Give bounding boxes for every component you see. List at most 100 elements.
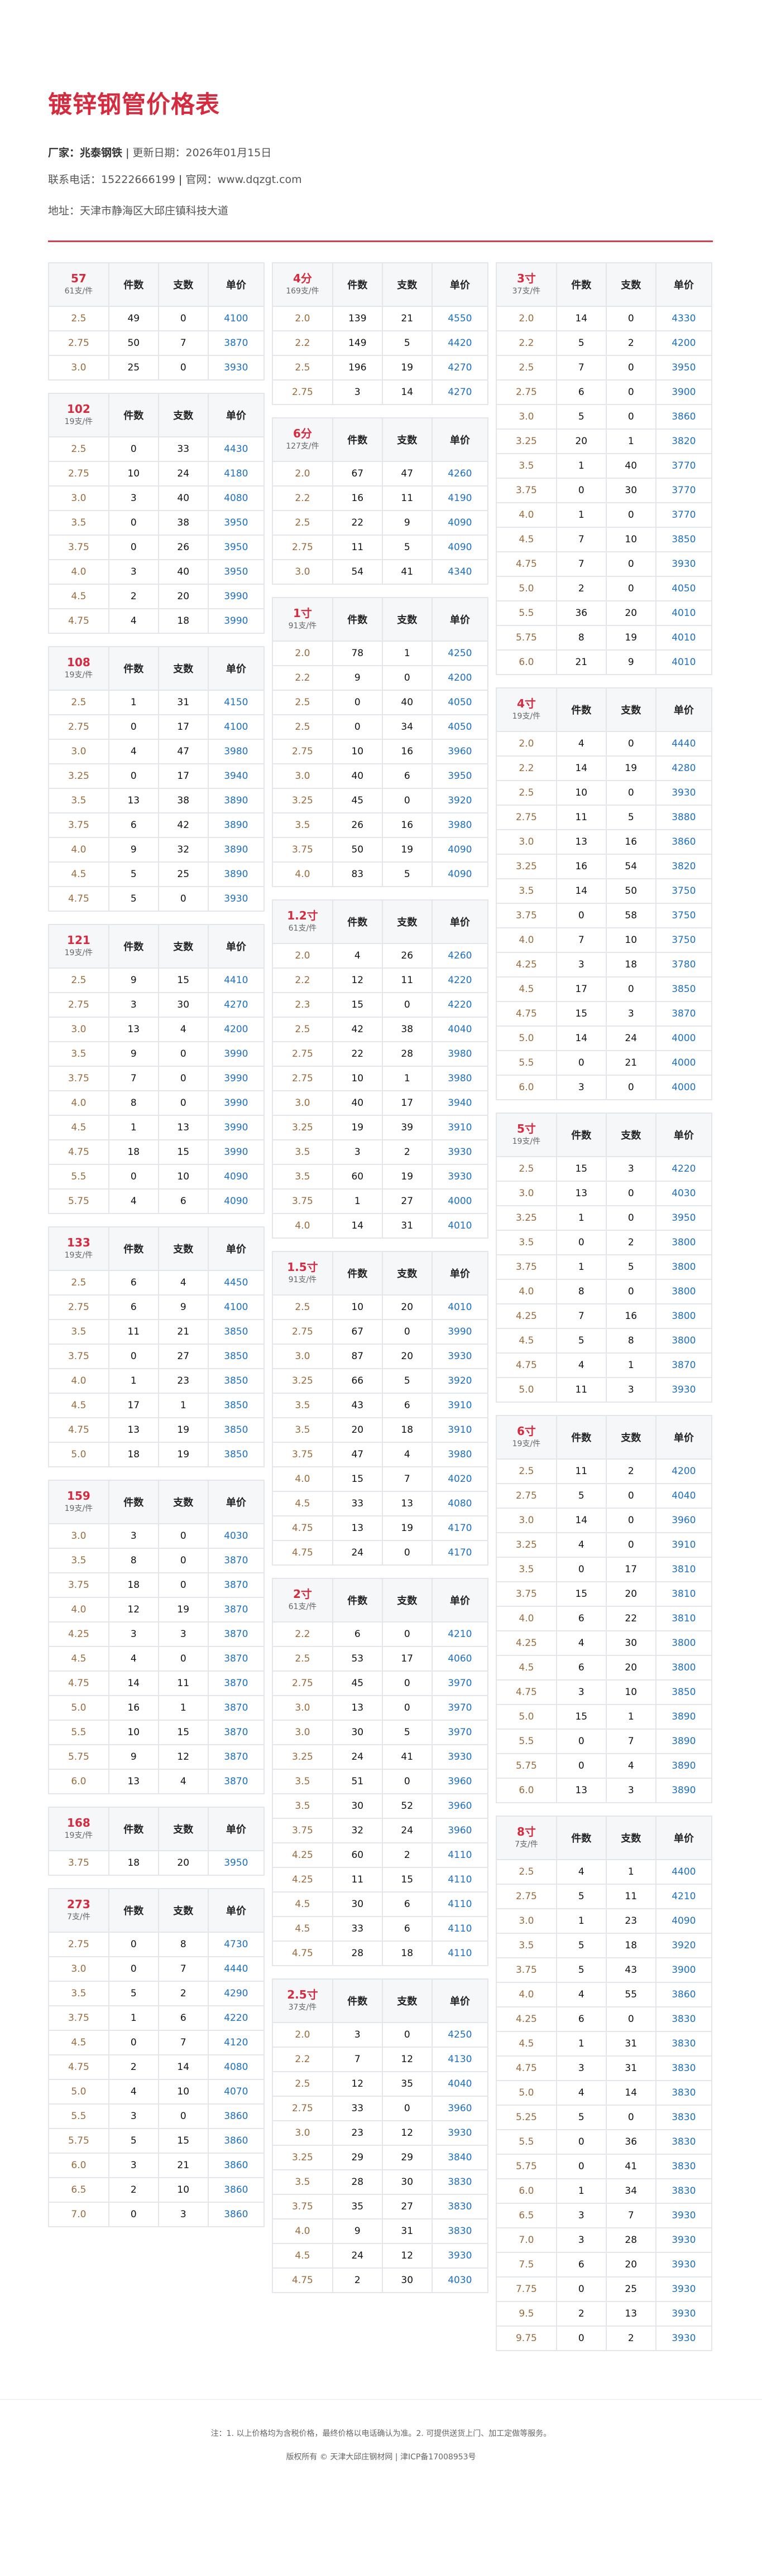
price-cell: 4090: [656, 1909, 711, 1933]
website-link[interactable]: www.dqzgt.com: [217, 174, 302, 186]
sticks-cell: 41: [382, 560, 432, 584]
pieces-cell: 11: [333, 536, 382, 559]
sticks-cell: 17: [382, 1091, 432, 1115]
table-row: 5.75 8 19 4010: [497, 626, 711, 649]
table-header-row: 168 19支/件 件数 支数 单价: [49, 1808, 263, 1850]
pieces-cell: 7: [109, 1067, 158, 1090]
table-row: 3.75 1 6 4220: [49, 2006, 263, 2030]
sticks-per-bundle: 61支/件: [288, 1602, 317, 1611]
table-row: 4.0 1 23 3850: [49, 1369, 263, 1393]
pieces-cell: 16: [557, 855, 606, 878]
table-row: 3.75 18 0 3870: [49, 1573, 263, 1597]
sticks-cell: 28: [606, 2228, 655, 2252]
table-row: 2.0 4 0 4440: [497, 732, 711, 755]
price-cell: 3920: [432, 1369, 487, 1393]
price-column-header: 单价: [656, 1416, 711, 1458]
thickness-cell: 3.5: [273, 1418, 332, 1442]
thickness-cell: 5.75: [497, 2155, 556, 2178]
sticks-cell: 40: [382, 691, 432, 714]
price-cell: 4270: [208, 993, 263, 1017]
thickness-cell: 3.0: [49, 487, 108, 510]
price-cell: 4270: [432, 356, 487, 379]
price-cell: 4060: [432, 1647, 487, 1670]
price-cell: 3850: [656, 528, 711, 551]
sticks-cell: 25: [606, 2278, 655, 2301]
price-cell: 3870: [656, 1002, 711, 1025]
table-row: 4.75 2 14 4080: [49, 2055, 263, 2079]
table-row: 2.75 3 30 4270: [49, 993, 263, 1017]
price-table: 121 19支/件 件数 支数 单价 2.5 9 15 4410 2.75 3 30 4270…: [48, 924, 265, 1214]
sticks-cell: 2: [606, 2327, 655, 2350]
pieces-cell: 6: [557, 2253, 606, 2276]
thickness-cell: 3.75: [273, 1190, 332, 1213]
pieces-cell: 13: [557, 1779, 606, 1802]
pieces-cell: 0: [557, 1558, 606, 1581]
thickness-cell: 6.0: [49, 2154, 108, 2177]
pieces-cell: 10: [557, 781, 606, 805]
price-cell: 4050: [432, 715, 487, 739]
thickness-cell: 3.5: [497, 879, 556, 903]
table-row: 2.0 139 21 4550: [273, 307, 487, 330]
thickness-cell: 3.5: [49, 511, 108, 535]
pieces-cell: 14: [109, 1672, 158, 1695]
table-row: 2.75 11 5 4090: [273, 536, 487, 559]
pieces-column-header: 件数: [109, 1808, 158, 1850]
sticks-cell: 0: [159, 1524, 208, 1548]
table-row: 4.75 4 18 3990: [49, 609, 263, 633]
price-cell: 3930: [656, 2327, 711, 2350]
table-row: 4.25 7 16 3800: [497, 1304, 711, 1328]
sticks-cell: 7: [606, 2204, 655, 2227]
sticks-column-header: 支数: [382, 263, 432, 306]
pieces-cell: 5: [557, 2106, 606, 2129]
thickness-cell: 5.0: [497, 1705, 556, 1728]
pieces-cell: 18: [109, 1573, 158, 1597]
price-cell: 3940: [208, 764, 263, 788]
price-cell: 3930: [656, 781, 711, 805]
sticks-cell: 12: [382, 2121, 432, 2145]
price-table: 102 19支/件 件数 支数 单价 2.5 0 33 4430 2.75 10 24 418…: [48, 393, 265, 634]
address-value: 天津市静海区大邱庄镇科技大道: [80, 205, 229, 217]
price-cell: 4250: [432, 2023, 487, 2047]
thickness-cell: 2.5: [497, 781, 556, 805]
table-row: 6.0 13 4 3870: [49, 1770, 263, 1793]
thickness-cell: 2.5: [497, 1460, 556, 1483]
price-column-header: 单价: [432, 901, 487, 943]
pieces-column-header: 件数: [109, 647, 158, 690]
spec-size: 1.5寸: [287, 1260, 318, 1274]
price-cell: 4110: [432, 1868, 487, 1891]
pieces-column-header: 件数: [333, 418, 382, 461]
sticks-cell: 17: [606, 1558, 655, 1581]
price-cell: 3860: [656, 1983, 711, 2006]
spec-size: 159: [67, 1489, 90, 1503]
sticks-per-bundle: 37支/件: [288, 2003, 317, 2012]
thickness-cell: 6.0: [497, 1779, 556, 1802]
table-row: 4.5 30 6 4110: [273, 1893, 487, 1916]
price-cell: 4050: [432, 691, 487, 714]
sticks-cell: 0: [382, 2097, 432, 2120]
price-cell: 4440: [656, 732, 711, 755]
thickness-cell: 3.5: [497, 1934, 556, 1957]
pieces-cell: 5: [557, 1329, 606, 1352]
pieces-cell: 0: [109, 715, 158, 739]
price-cell: 3800: [656, 1304, 711, 1328]
table-row: 3.5 51 0 3960: [273, 1770, 487, 1793]
table-row: 5.0 11 3 3930: [497, 1378, 711, 1402]
table-row: 2.5 196 19 4270: [273, 356, 487, 379]
pieces-cell: 5: [109, 887, 158, 911]
price-cell: 3860: [208, 2105, 263, 2128]
thickness-cell: 2.75: [273, 381, 332, 404]
table-row: 4.0 6 22 3810: [497, 1607, 711, 1630]
price-cell: 4200: [432, 666, 487, 690]
pieces-cell: 4: [557, 1533, 606, 1557]
spec-size: 57: [70, 272, 87, 285]
price-table: 159 19支/件 件数 支数 单价 3.0 3 0 4030 3.5 8 0 3870 3.7…: [48, 1480, 265, 1794]
sticks-per-bundle: 19支/件: [64, 1251, 93, 1260]
table-row: 5.75 5 15 3860: [49, 2129, 263, 2153]
price-cell: 3910: [432, 1418, 487, 1442]
sticks-cell: 19: [159, 1598, 208, 1621]
pieces-cell: 1: [557, 2032, 606, 2055]
table-row: 2.2 12 11 4220: [273, 969, 487, 992]
pieces-cell: 60: [333, 1843, 382, 1867]
price-cell: 3850: [208, 1443, 263, 1466]
thickness-cell: 4.5: [497, 1329, 556, 1352]
